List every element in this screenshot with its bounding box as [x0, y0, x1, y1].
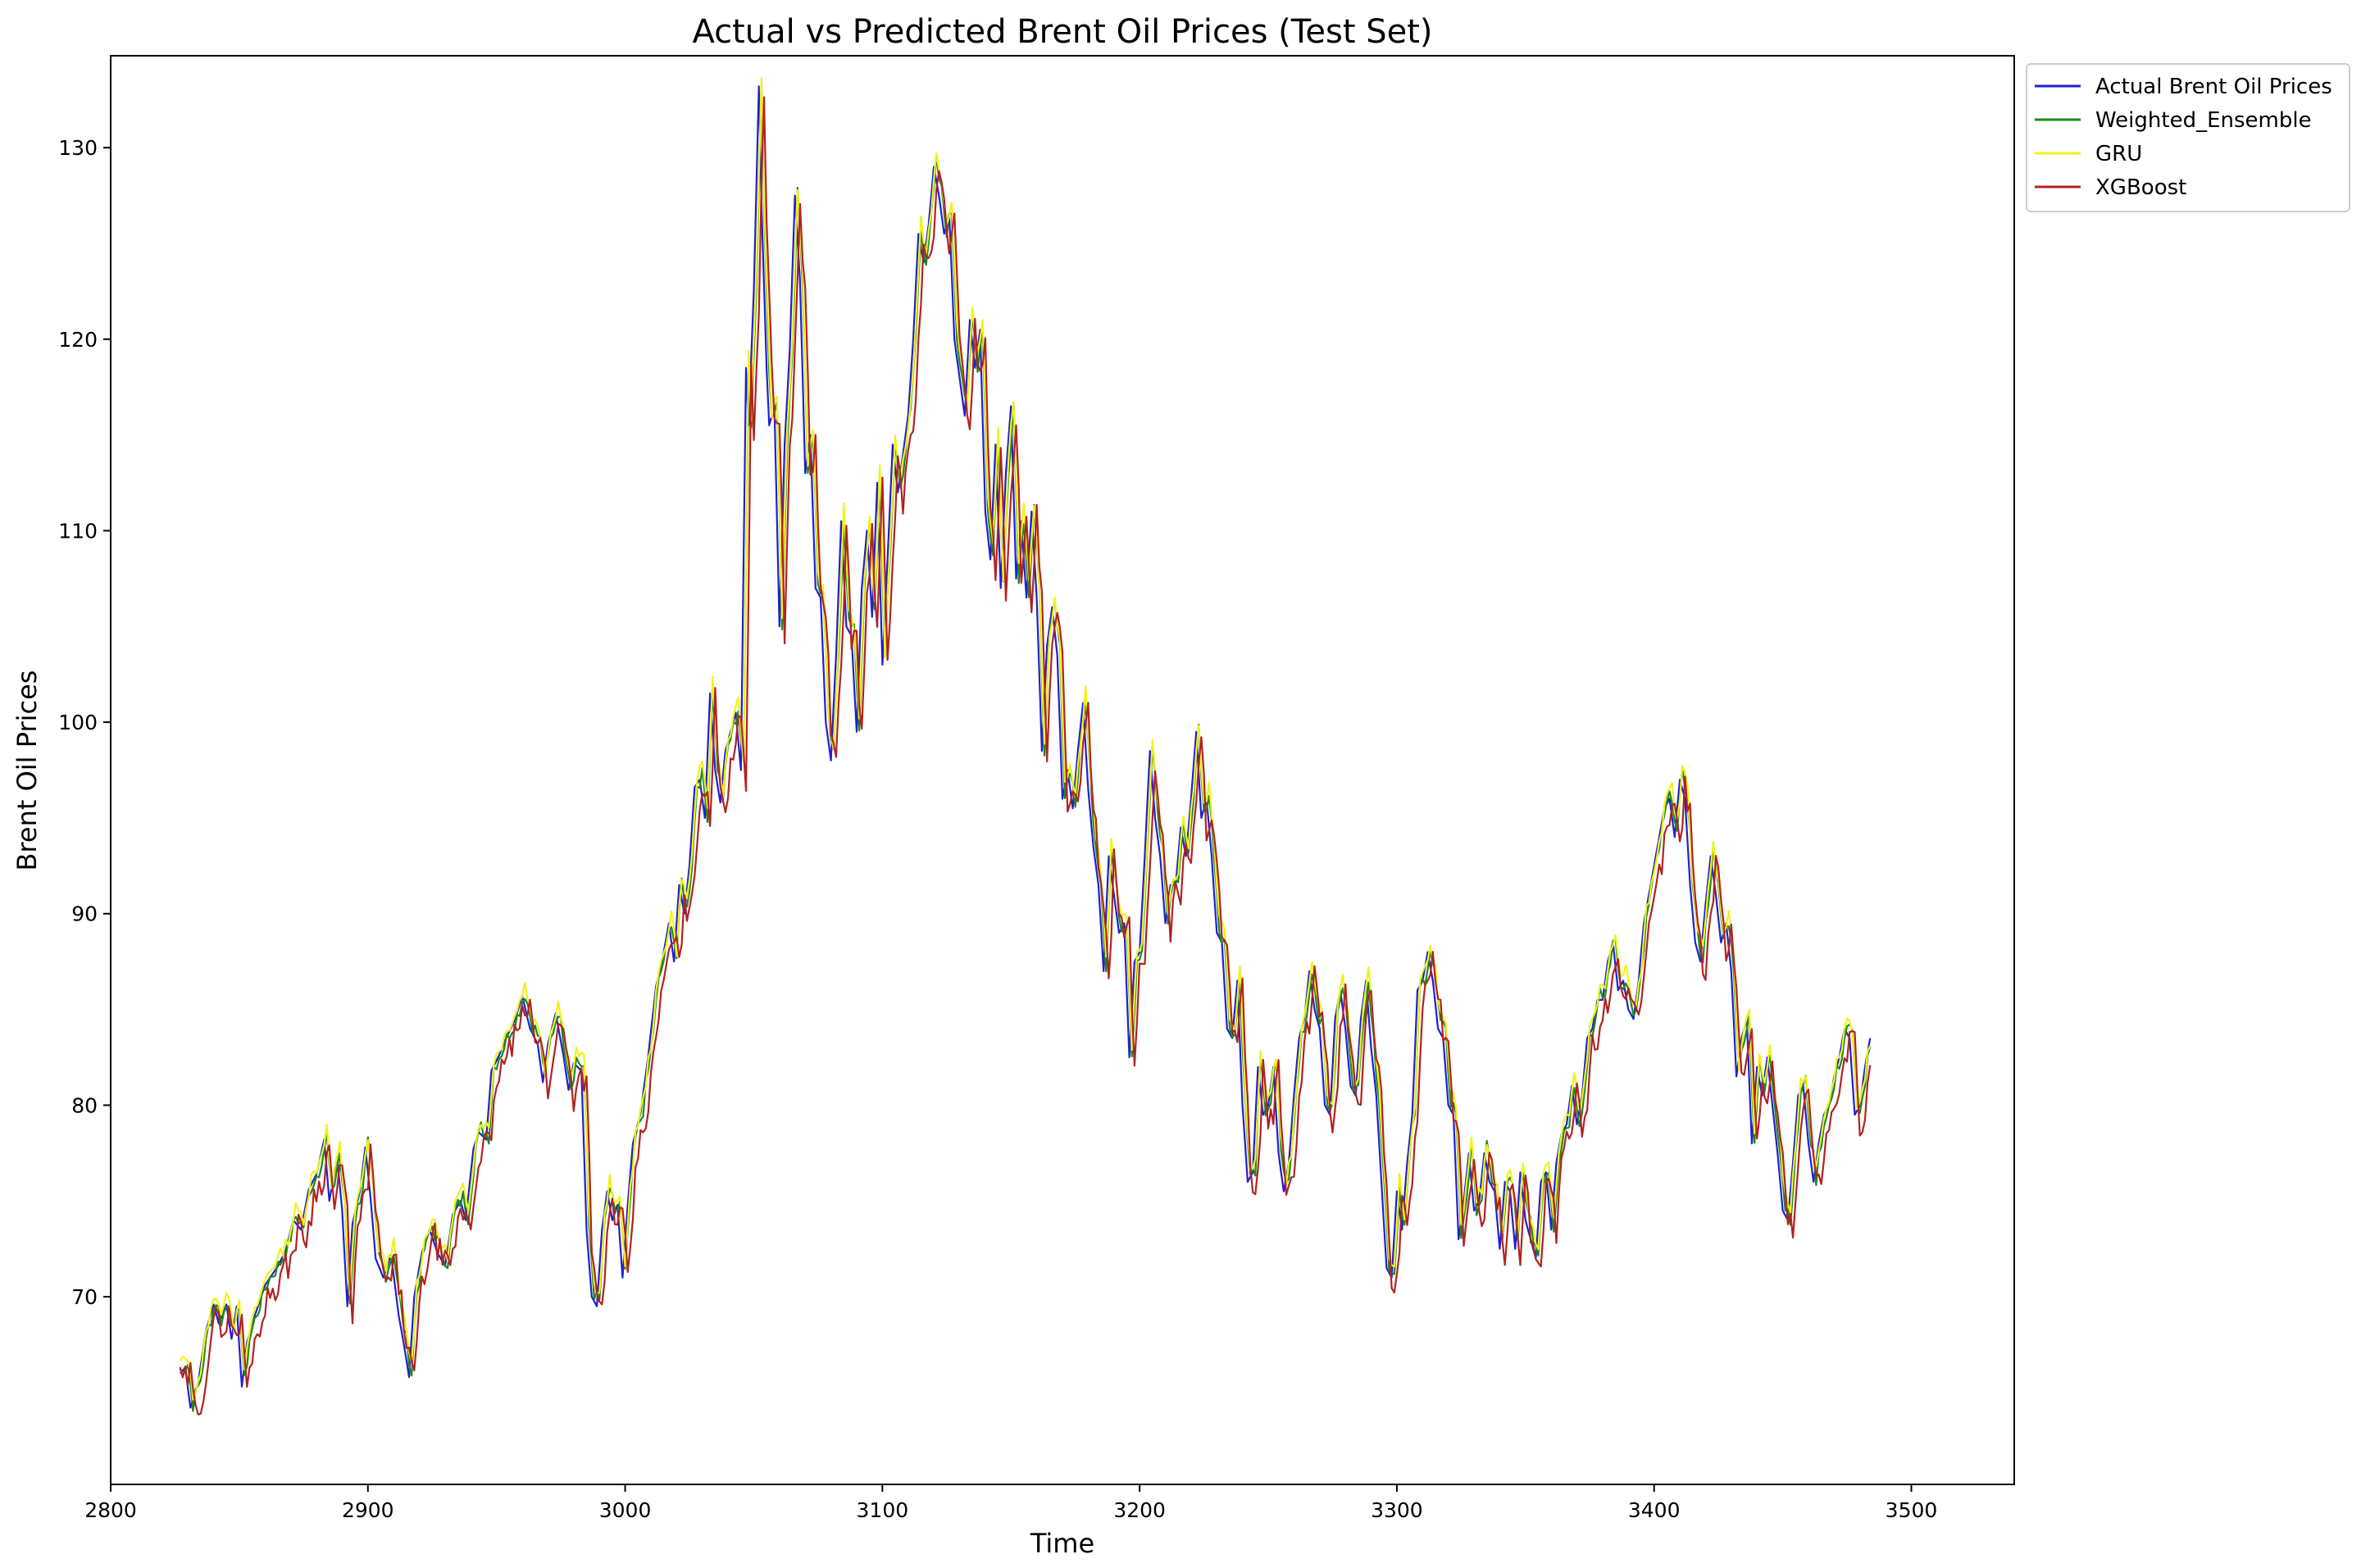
x-tick-label: 2800	[84, 1498, 137, 1522]
chart-title: Actual vs Predicted Brent Oil Prices (Te…	[692, 13, 1432, 51]
x-tick-label: 3100	[857, 1498, 909, 1522]
series-line-actual-brent-oil-prices	[179, 85, 1872, 1409]
legend-label: Weighted_Ensemble	[2095, 108, 2312, 133]
y-tick-label: 70	[71, 1285, 98, 1309]
legend-label: Actual Brent Oil Prices	[2095, 75, 2332, 99]
y-tick-label: 120	[58, 328, 98, 352]
y-tick-label: 110	[58, 519, 98, 543]
y-tick-label: 130	[58, 136, 98, 160]
x-tick-label: 3300	[1371, 1498, 1423, 1522]
x-axis-label: Time	[1030, 1528, 1094, 1559]
x-axis-ticks: 2800 2900 3000 3100 3200 3300 3400 3500	[84, 1484, 1937, 1522]
series-line-gru	[179, 76, 1872, 1401]
legend-label: GRU	[2095, 142, 2142, 166]
plot-frame	[110, 55, 2015, 1485]
series-layer	[179, 76, 1872, 1416]
y-tick-label: 80	[71, 1093, 98, 1117]
legend: Actual Brent Oil Prices Weighted_Ensemble…	[2026, 63, 2350, 212]
y-axis-ticks: 70 80 90 100 110 120 130	[58, 136, 111, 1309]
series-line-xgboost	[179, 96, 1872, 1416]
x-tick-label: 3200	[1113, 1498, 1166, 1522]
y-tick-label: 90	[71, 902, 98, 926]
x-tick-label: 3500	[1886, 1498, 1938, 1522]
x-tick-label: 2900	[342, 1498, 394, 1522]
y-axis-label: Brent Oil Prices	[11, 670, 43, 871]
x-tick-label: 3400	[1628, 1498, 1681, 1522]
series-line-weighted-ensemble	[179, 81, 1872, 1412]
legend-box	[2026, 63, 2350, 212]
x-tick-label: 3000	[599, 1498, 652, 1522]
legend-label: XGBoost	[2095, 175, 2186, 200]
y-tick-label: 100	[58, 711, 98, 734]
